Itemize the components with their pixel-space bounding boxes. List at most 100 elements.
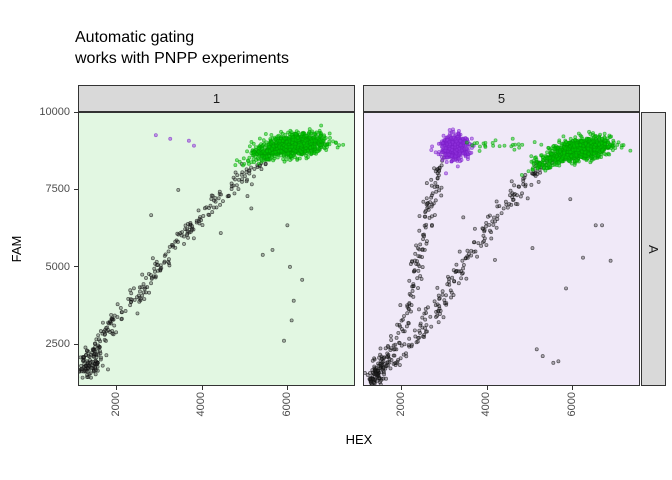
data-point (607, 152, 612, 157)
data-point (251, 174, 256, 179)
data-point (423, 209, 428, 213)
y-tick-mark (74, 266, 78, 268)
data-point (608, 135, 612, 140)
data-point (539, 153, 544, 158)
data-point (314, 149, 319, 154)
data-point (437, 304, 442, 309)
data-point (478, 144, 482, 149)
data-point (84, 352, 89, 357)
data-point (576, 131, 581, 136)
data-point (314, 130, 319, 135)
data-point (417, 214, 422, 218)
data-point (430, 191, 435, 196)
data-point (137, 299, 142, 304)
data-point (198, 215, 203, 219)
data-point (449, 153, 454, 158)
data-point (149, 281, 154, 286)
data-point (540, 354, 545, 359)
data-point (416, 246, 420, 251)
data-point (283, 144, 288, 149)
data-point (373, 377, 378, 382)
data-point (106, 367, 110, 372)
data-point (434, 189, 439, 194)
data-point (517, 184, 522, 189)
data-point (240, 170, 245, 175)
data-point (484, 220, 489, 225)
data-point (520, 191, 524, 196)
data-point (236, 187, 241, 191)
data-point (469, 136, 474, 141)
data-point (404, 324, 409, 329)
facet-strip-1-label: 1 (212, 91, 221, 106)
data-point (592, 151, 597, 156)
data-point (305, 148, 310, 153)
cluster-purple (153, 133, 196, 148)
data-point (460, 271, 464, 276)
data-point (458, 151, 462, 156)
data-point (593, 134, 598, 139)
data-point (435, 184, 440, 189)
data-point (436, 320, 441, 325)
data-point (212, 198, 216, 203)
cluster-positive (519, 138, 579, 177)
x-tick-mark (287, 386, 289, 390)
data-point (233, 177, 238, 182)
data-point (259, 159, 264, 164)
data-point (407, 278, 412, 283)
data-point (482, 229, 487, 234)
data-point (608, 258, 613, 263)
data-point (293, 142, 298, 146)
data-point (119, 310, 124, 315)
data-point (580, 150, 585, 154)
data-point (560, 141, 565, 146)
data-point (145, 285, 150, 290)
data-point (539, 142, 544, 147)
data-point (112, 323, 117, 328)
data-point (93, 372, 98, 377)
y-tick-mark (74, 343, 78, 345)
data-point (317, 128, 322, 133)
data-point (483, 224, 488, 229)
data-point (533, 170, 538, 175)
data-point (437, 188, 442, 193)
data-point (450, 140, 455, 145)
data-point (93, 358, 98, 363)
data-point (546, 146, 551, 150)
data-point (284, 148, 289, 153)
data-point (488, 228, 492, 233)
data-point (281, 138, 285, 143)
data-point (570, 161, 574, 166)
data-point (493, 138, 498, 143)
data-point (149, 213, 154, 218)
data-point (417, 307, 421, 312)
data-point (79, 363, 84, 368)
data-point (433, 150, 438, 155)
y-tick-label: 10000 (39, 106, 70, 118)
data-point (394, 335, 399, 340)
data-point (234, 158, 239, 163)
data-point (436, 308, 441, 313)
data-point (257, 136, 262, 141)
data-point (521, 176, 526, 181)
data-point (405, 311, 410, 316)
data-point (142, 297, 147, 301)
y-tick-label: 7500 (45, 183, 70, 196)
data-point (475, 141, 480, 145)
data-point (424, 196, 429, 201)
data-point (388, 366, 393, 371)
data-point (570, 147, 575, 152)
data-point (135, 311, 140, 316)
data-point (341, 142, 346, 147)
y-tick-label: 5000 (45, 260, 70, 273)
data-point (445, 282, 450, 287)
data-point (229, 187, 234, 191)
data-point (449, 295, 454, 300)
data-point (470, 143, 475, 148)
data-point (421, 199, 426, 204)
data-point (83, 345, 88, 350)
data-point (564, 286, 568, 291)
data-point (416, 254, 421, 258)
data-point (436, 152, 441, 157)
data-point (364, 371, 367, 375)
data-point (337, 143, 342, 148)
